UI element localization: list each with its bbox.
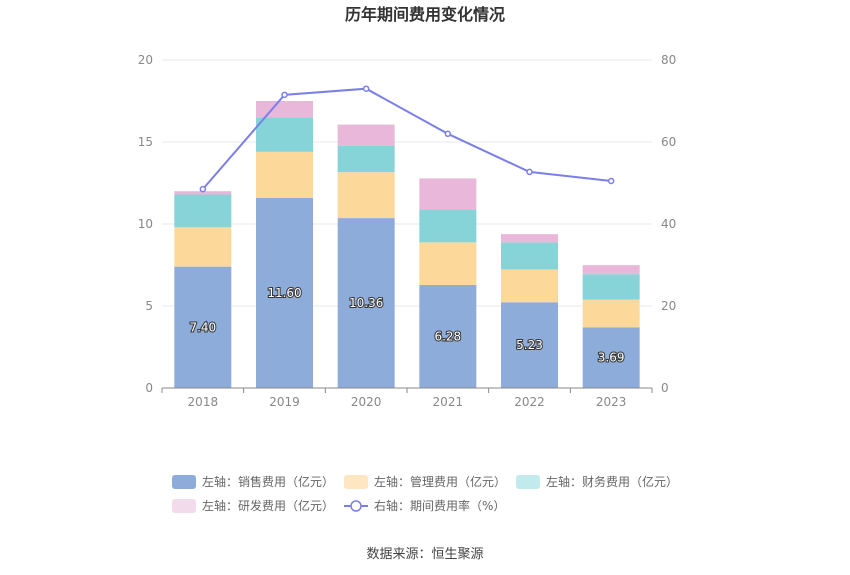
bar-segment [337,124,395,146]
legend-label: 左轴：销售费用（亿元） [202,474,334,489]
bar-segment [501,242,558,270]
right-axis-tick-label: 40 [661,217,676,231]
bar-data-label: 5.23 [516,338,543,352]
legend-swatch [516,475,540,489]
expense-ratio-line [202,87,612,190]
bar-segment [174,227,232,267]
legend[interactable]: 左轴：销售费用（亿元） 左轴：管理费用（亿元） 左轴：财务费用（亿元） 左轴：研发费用… [172,474,678,513]
bar-segment [174,266,232,388]
bar-data-labels: 7.40 11.60 10.36 6.28 5.23 3.69 [188,285,625,366]
x-axis-tick-label: 2019 [269,395,300,409]
legend-item[interactable]: 左轴：管理费用（亿元） [344,474,506,489]
x-axis-tick-label: 2018 [188,395,219,409]
bar-segment [419,242,477,286]
x-axis-tick-label: 2023 [596,395,627,409]
legend-label: 左轴：研发费用（亿元） [202,498,334,513]
legend-item[interactable]: 左轴：研发费用（亿元） [172,498,334,513]
legend-swatch [344,475,368,489]
right-axis-tick-label: 80 [661,53,676,67]
line-point [526,168,533,176]
bar-segment [174,191,232,195]
bar-data-label: 3.69 [598,351,625,365]
left-axis-tick-label: 0 [145,381,153,395]
bar-segment [419,209,477,243]
bar-segment [256,151,313,198]
bar-segment [337,145,395,173]
bar-data-label: 11.60 [267,286,301,300]
left-axis-tick-label: 20 [138,53,153,67]
bar-series [174,101,640,388]
bar-segment [256,197,313,388]
legend-marker [350,500,362,512]
bar-data-label: 10.36 [349,296,383,310]
line-series [199,85,615,193]
legend-item[interactable]: 右轴：期间费用率（%） [344,498,505,513]
bar-segment [501,269,558,303]
x-axis-tick-label: 2020 [351,395,382,409]
bar-segment [419,178,477,210]
bar-segment [419,285,477,388]
legend-swatch [172,475,196,489]
bar-segment [174,194,232,228]
x-axis-tick-label: 2022 [514,395,545,409]
axes: 0 5 10 15 20 0 20 40 60 80 2018 2019 2020 2021 2022 202… [138,53,677,409]
data-source: 数据来源：恒生聚源 [366,547,483,562]
right-axis-tick-label: 0 [661,381,669,395]
left-axis-tick-label: 10 [138,217,153,231]
grid-lines [162,59,652,307]
legend-label: 左轴：财务费用（亿元） [546,474,678,489]
bar-segment [337,218,395,388]
line-point [607,177,615,185]
bar-segment [582,265,640,275]
x-axis-tick-label: 2021 [433,395,464,409]
right-axis-tick-label: 60 [661,135,676,149]
line-point [444,130,452,138]
left-axis-tick-label: 5 [145,299,153,313]
bar-segment [337,172,395,219]
legend-swatch [172,499,196,513]
bar-segment [582,327,640,388]
chart-title: 历年期间费用变化情况 [345,5,505,24]
bar-data-label: 6.28 [434,330,461,344]
legend-label: 右轴：期间费用率（%） [374,498,505,513]
bar-segment [582,299,640,328]
legend-item[interactable]: 左轴：销售费用（亿元） [172,474,334,489]
bar-segment [256,117,313,152]
legend-item[interactable]: 左轴：财务费用（亿元） [516,474,678,489]
bar-segment [582,274,640,300]
legend-label: 左轴：管理费用（亿元） [374,474,506,489]
bar-data-label: 7.40 [189,320,216,334]
bar-segment [501,302,558,388]
right-axis-tick-label: 20 [661,299,676,313]
line-point [362,85,370,92]
bar-segment [256,101,313,118]
line-point [281,91,288,99]
bar-segment [501,234,558,243]
line-point [199,185,207,193]
left-axis-tick-label: 15 [138,135,153,149]
